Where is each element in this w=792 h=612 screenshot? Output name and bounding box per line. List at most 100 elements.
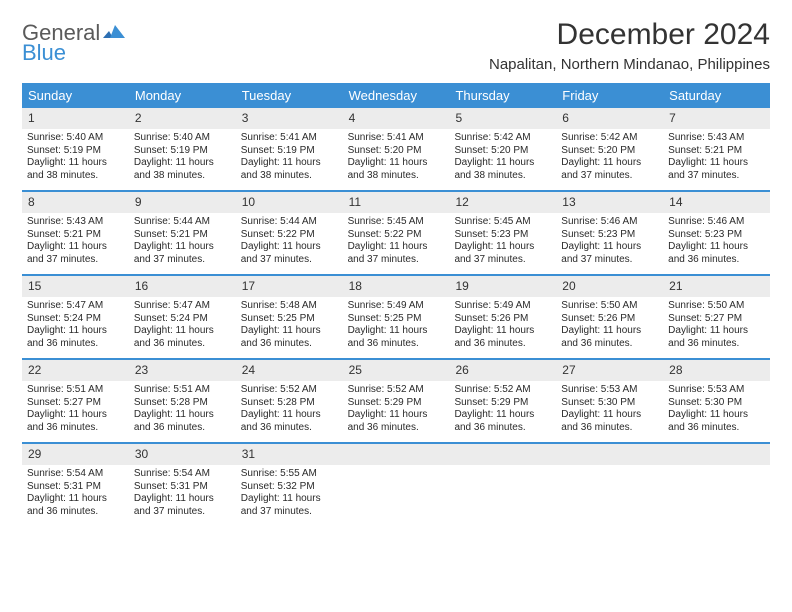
sunset-text: Sunset: 5:30 PM <box>561 397 658 410</box>
daylight-text: Daylight: 11 hours and 37 minutes. <box>241 241 338 266</box>
day-number: 4 <box>343 108 450 129</box>
day-number: 9 <box>129 192 236 213</box>
day-number-empty <box>663 444 770 465</box>
day-body: Sunrise: 5:51 AMSunset: 5:28 PMDaylight:… <box>129 381 236 442</box>
day-header-cell: Saturday <box>663 83 770 108</box>
daylight-text: Daylight: 11 hours and 36 minutes. <box>561 409 658 434</box>
day-cell: 25Sunrise: 5:52 AMSunset: 5:29 PMDayligh… <box>343 360 450 442</box>
daylight-text: Daylight: 11 hours and 38 minutes. <box>348 157 445 182</box>
sunrise-text: Sunrise: 5:49 AM <box>348 300 445 313</box>
day-cell: 30Sunrise: 5:54 AMSunset: 5:31 PMDayligh… <box>129 444 236 527</box>
sunset-text: Sunset: 5:23 PM <box>561 229 658 242</box>
sunrise-text: Sunrise: 5:55 AM <box>241 468 338 481</box>
sunset-text: Sunset: 5:25 PM <box>348 313 445 326</box>
day-cell: 5Sunrise: 5:42 AMSunset: 5:20 PMDaylight… <box>449 108 556 190</box>
sunset-text: Sunset: 5:29 PM <box>454 397 551 410</box>
day-header-cell: Friday <box>556 83 663 108</box>
sunrise-text: Sunrise: 5:50 AM <box>561 300 658 313</box>
day-number: 6 <box>556 108 663 129</box>
day-body: Sunrise: 5:54 AMSunset: 5:31 PMDaylight:… <box>22 465 129 526</box>
day-cell: 16Sunrise: 5:47 AMSunset: 5:24 PMDayligh… <box>129 276 236 358</box>
day-body: Sunrise: 5:47 AMSunset: 5:24 PMDaylight:… <box>129 297 236 358</box>
sunset-text: Sunset: 5:28 PM <box>134 397 231 410</box>
header: General Blue December 2024 Napalitan, No… <box>22 18 770 73</box>
sunset-text: Sunset: 5:27 PM <box>668 313 765 326</box>
sunset-text: Sunset: 5:32 PM <box>241 481 338 494</box>
daylight-text: Daylight: 11 hours and 36 minutes. <box>668 325 765 350</box>
day-cell: 26Sunrise: 5:52 AMSunset: 5:29 PMDayligh… <box>449 360 556 442</box>
day-body-empty <box>343 465 450 527</box>
daylight-text: Daylight: 11 hours and 37 minutes. <box>134 493 231 518</box>
sunrise-text: Sunrise: 5:50 AM <box>668 300 765 313</box>
daylight-text: Daylight: 11 hours and 37 minutes. <box>454 241 551 266</box>
sunset-text: Sunset: 5:31 PM <box>27 481 124 494</box>
day-cell: 28Sunrise: 5:53 AMSunset: 5:30 PMDayligh… <box>663 360 770 442</box>
day-cell: 6 Sunrise: 5:42 AMSunset: 5:20 PMDaylight… <box>556 108 663 190</box>
daylight-text: Daylight: 11 hours and 36 minutes. <box>241 409 338 434</box>
sunset-text: Sunset: 5:19 PM <box>134 145 231 158</box>
page-title: December 2024 <box>489 18 770 52</box>
daylight-text: Daylight: 11 hours and 36 minutes. <box>241 325 338 350</box>
logo-flag-icon <box>103 22 125 44</box>
day-body: Sunrise: 5:44 AMSunset: 5:22 PMDaylight:… <box>236 213 343 274</box>
day-cell: 29Sunrise: 5:54 AMSunset: 5:31 PMDayligh… <box>22 444 129 527</box>
title-block: December 2024 Napalitan, Northern Mindan… <box>489 18 770 73</box>
day-cell: 12Sunrise: 5:45 AMSunset: 5:23 PMDayligh… <box>449 192 556 274</box>
sunset-text: Sunset: 5:20 PM <box>454 145 551 158</box>
sunrise-text: Sunrise: 5:54 AM <box>134 468 231 481</box>
daylight-text: Daylight: 11 hours and 36 minutes. <box>27 409 124 434</box>
day-number: 17 <box>236 276 343 297</box>
sunrise-text: Sunrise: 5:43 AM <box>668 132 765 145</box>
sunset-text: Sunset: 5:25 PM <box>241 313 338 326</box>
daylight-text: Daylight: 11 hours and 37 minutes. <box>27 241 124 266</box>
daylight-text: Daylight: 11 hours and 36 minutes. <box>668 409 765 434</box>
day-header-cell: Tuesday <box>236 83 343 108</box>
sunrise-text: Sunrise: 5:54 AM <box>27 468 124 481</box>
sunset-text: Sunset: 5:24 PM <box>27 313 124 326</box>
sunrise-text: Sunrise: 5:47 AM <box>134 300 231 313</box>
sunset-text: Sunset: 5:20 PM <box>561 145 658 158</box>
sunset-text: Sunset: 5:19 PM <box>27 145 124 158</box>
day-number: 25 <box>343 360 450 381</box>
week-row: 8Sunrise: 5:43 AMSunset: 5:21 PMDaylight… <box>22 190 770 274</box>
day-cell: 18Sunrise: 5:49 AMSunset: 5:25 PMDayligh… <box>343 276 450 358</box>
sunrise-text: Sunrise: 5:45 AM <box>454 216 551 229</box>
day-number-empty <box>343 444 450 465</box>
daylight-text: Daylight: 11 hours and 38 minutes. <box>134 157 231 182</box>
day-body: Sunrise: 5:49 AMSunset: 5:25 PMDaylight:… <box>343 297 450 358</box>
logo-word-blue: Blue <box>22 42 125 64</box>
sunrise-text: Sunrise: 5:40 AM <box>27 132 124 145</box>
daylight-text: Daylight: 11 hours and 36 minutes. <box>27 493 124 518</box>
daylight-text: Daylight: 11 hours and 38 minutes. <box>27 157 124 182</box>
brand-logo: General Blue <box>22 18 125 64</box>
day-body: Sunrise: 5:49 AMSunset: 5:26 PMDaylight:… <box>449 297 556 358</box>
sunset-text: Sunset: 5:23 PM <box>668 229 765 242</box>
day-body: Sunrise: 5:47 AMSunset: 5:24 PMDaylight:… <box>22 297 129 358</box>
sunset-text: Sunset: 5:23 PM <box>454 229 551 242</box>
day-body: Sunrise: 5:45 AMSunset: 5:22 PMDaylight:… <box>343 213 450 274</box>
daylight-text: Daylight: 11 hours and 36 minutes. <box>27 325 124 350</box>
day-body-empty <box>449 465 556 527</box>
day-number: 22 <box>22 360 129 381</box>
week-row: 22Sunrise: 5:51 AMSunset: 5:27 PMDayligh… <box>22 358 770 442</box>
day-number: 7 <box>663 108 770 129</box>
day-body: Sunrise: 5:41 AMSunset: 5:19 PMDaylight:… <box>236 129 343 190</box>
sunrise-text: Sunrise: 5:40 AM <box>134 132 231 145</box>
day-body: Sunrise: 5:45 AMSunset: 5:23 PMDaylight:… <box>449 213 556 274</box>
day-cell: 23Sunrise: 5:51 AMSunset: 5:28 PMDayligh… <box>129 360 236 442</box>
day-body: Sunrise: 5:53 AMSunset: 5:30 PMDaylight:… <box>663 381 770 442</box>
sunset-text: Sunset: 5:21 PM <box>668 145 765 158</box>
daylight-text: Daylight: 11 hours and 37 minutes. <box>561 157 658 182</box>
day-number: 2 <box>129 108 236 129</box>
day-number: 3 <box>236 108 343 129</box>
sunrise-text: Sunrise: 5:52 AM <box>241 384 338 397</box>
day-body: Sunrise: 5:43 AMSunset: 5:21 PMDaylight:… <box>663 129 770 190</box>
daylight-text: Daylight: 11 hours and 36 minutes. <box>348 409 445 434</box>
sunset-text: Sunset: 5:31 PM <box>134 481 231 494</box>
sunrise-text: Sunrise: 5:42 AM <box>561 132 658 145</box>
day-cell: 21Sunrise: 5:50 AMSunset: 5:27 PMDayligh… <box>663 276 770 358</box>
daylight-text: Daylight: 11 hours and 38 minutes. <box>454 157 551 182</box>
day-cell <box>663 444 770 527</box>
day-number: 8 <box>22 192 129 213</box>
day-cell: 31Sunrise: 5:55 AMSunset: 5:32 PMDayligh… <box>236 444 343 527</box>
